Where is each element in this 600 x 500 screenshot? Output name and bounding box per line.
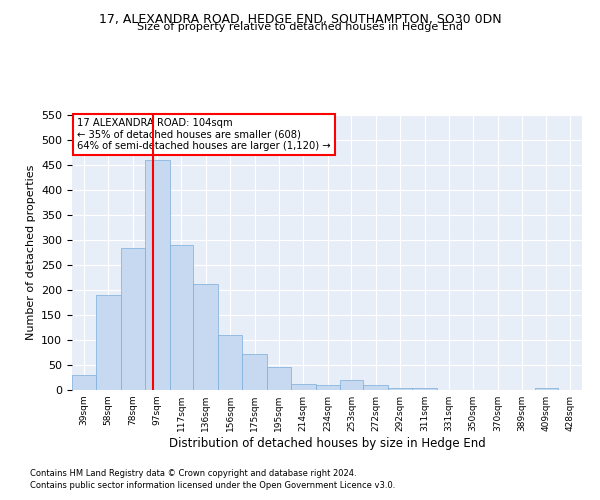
Bar [218, 335, 242, 390]
Bar [193, 284, 218, 390]
Bar [316, 384, 340, 390]
Bar [121, 248, 145, 390]
Bar [242, 354, 267, 390]
Bar [291, 384, 316, 390]
Bar [145, 160, 170, 390]
Bar [340, 380, 363, 390]
Text: 17, ALEXANDRA ROAD, HEDGE END, SOUTHAMPTON, SO30 0DN: 17, ALEXANDRA ROAD, HEDGE END, SOUTHAMPT… [98, 12, 502, 26]
Bar [170, 245, 193, 390]
Bar [388, 388, 412, 390]
X-axis label: Distribution of detached houses by size in Hedge End: Distribution of detached houses by size … [169, 437, 485, 450]
Text: 17 ALEXANDRA ROAD: 104sqm
← 35% of detached houses are smaller (608)
64% of semi: 17 ALEXANDRA ROAD: 104sqm ← 35% of detac… [77, 118, 331, 151]
Text: Contains HM Land Registry data © Crown copyright and database right 2024.: Contains HM Land Registry data © Crown c… [30, 468, 356, 477]
Bar [535, 388, 558, 390]
Text: Contains public sector information licensed under the Open Government Licence v3: Contains public sector information licen… [30, 481, 395, 490]
Bar [267, 367, 291, 390]
Text: Size of property relative to detached houses in Hedge End: Size of property relative to detached ho… [137, 22, 463, 32]
Bar [72, 375, 96, 390]
Bar [96, 295, 121, 390]
Bar [412, 388, 437, 390]
Bar [363, 385, 388, 390]
Y-axis label: Number of detached properties: Number of detached properties [26, 165, 35, 340]
